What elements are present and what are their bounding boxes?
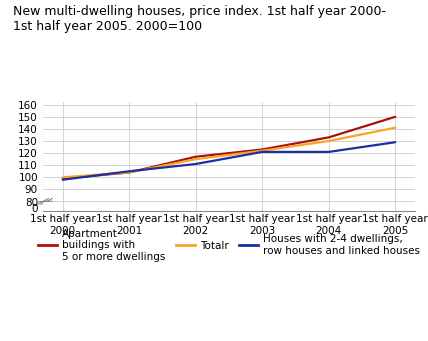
Text: New multi-dwelling houses, price index. 1st half year 2000-
1st half year 2005. : New multi-dwelling houses, price index. …	[13, 5, 386, 33]
Legend: Apartment
buildings with
5 or more dwellings, Totalr, Houses with 2-4 dwellings,: Apartment buildings with 5 or more dwell…	[38, 228, 420, 262]
